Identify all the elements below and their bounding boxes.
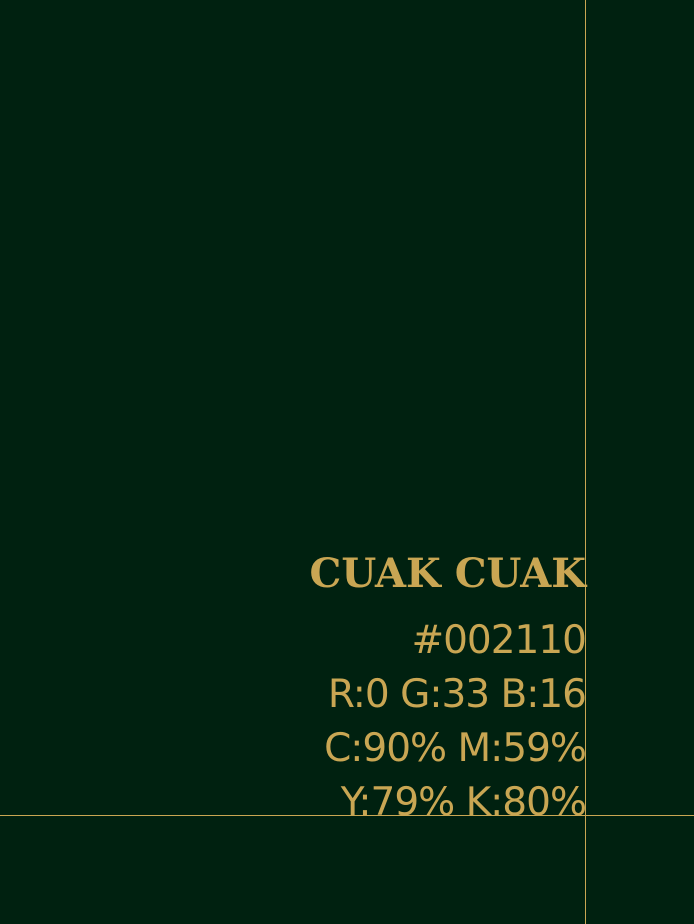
cmyk-values-line1: C:90% M:59% [324,726,587,771]
rgb-values: R:0 G:33 B:16 [327,672,587,717]
cmyk-values-line2: Y:79% K:80% [340,780,587,825]
color-info: CUAK CUAK #002110 R:0 G:33 B:16 C:90% M:… [309,548,587,830]
horizontal-guide-line [0,815,694,816]
hex-code: #002110 [411,618,587,663]
color-name: CUAK CUAK [309,550,586,597]
vertical-guide-line [585,0,586,924]
